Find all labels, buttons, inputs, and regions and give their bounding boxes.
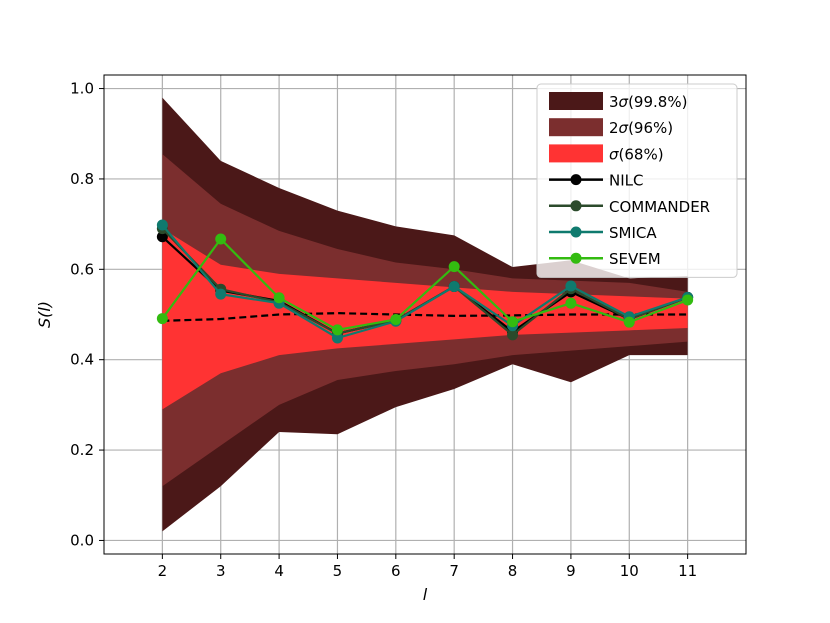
legend-item: 2σ(96%): [549, 118, 673, 137]
x-tick-label: 7: [449, 562, 459, 580]
ticks: 2 3 4 5 6 7 8 9 10 11 0.0 0.2 0.4 0.6 0.8 1.0: [70, 80, 697, 580]
y-tick-label: 0.0: [70, 531, 94, 549]
data-point: [331, 332, 343, 344]
plot-frame: [103, 74, 747, 555]
data-point: [507, 316, 519, 328]
legend-item: 3σ(99.8%): [549, 92, 687, 111]
legend-marker: [570, 226, 582, 238]
data-point: [390, 313, 402, 325]
x-axis-label: l: [423, 585, 428, 604]
data-point: [682, 294, 694, 306]
x-tick-label: 6: [391, 562, 401, 580]
x-tick-label: 9: [566, 562, 576, 580]
legend-marker: [570, 174, 582, 186]
y-tick-label: 0.8: [70, 170, 94, 188]
x-tick-label: 4: [274, 562, 284, 580]
data-point: [448, 280, 460, 292]
data-point: [565, 280, 577, 292]
x-tick-label: 8: [508, 562, 518, 580]
legend-label: SEVEM: [609, 250, 661, 268]
legend-label: 3σ(99.8%): [609, 93, 687, 111]
legend-label: NILC: [609, 172, 643, 190]
legend-label: COMMANDER: [609, 198, 710, 216]
data-point: [156, 219, 168, 231]
legend-label: SMICA: [609, 224, 657, 242]
legend-item: NILC: [549, 172, 643, 190]
data-point: [507, 329, 519, 341]
legend-item: σ(68%): [549, 144, 664, 163]
series-line: [161, 237, 689, 332]
legend-item: SEVEM: [549, 250, 661, 268]
data-point: [331, 324, 343, 336]
data-point: [156, 313, 168, 325]
series-layer: [156, 219, 694, 344]
legend-label: σ(68%): [609, 145, 664, 163]
x-tick-label: 2: [158, 562, 168, 580]
legend-marker: [570, 252, 582, 264]
data-point: [623, 316, 635, 328]
legend-item: SMICA: [549, 224, 657, 242]
x-tick-label: 10: [620, 562, 639, 580]
x-tick-label: 11: [678, 562, 697, 580]
x-tick-label: 3: [216, 562, 226, 580]
legend-swatch: [549, 92, 603, 110]
data-point: [448, 261, 460, 273]
x-tick-label: 5: [333, 562, 343, 580]
confidence-bands: [162, 97, 688, 532]
y-axis-label: S(l): [35, 301, 54, 328]
y-tick-label: 0.2: [70, 441, 94, 459]
y-tick-label: 1.0: [70, 80, 94, 98]
data-point: [215, 288, 227, 300]
legend-item: COMMANDER: [549, 198, 710, 216]
band-σ(68%): [162, 228, 688, 410]
y-tick-label: 0.4: [70, 351, 94, 369]
data-point: [273, 292, 285, 304]
legend-swatch: [549, 118, 603, 137]
legend-label: 2σ(96%): [609, 119, 673, 137]
data-point: [565, 297, 577, 309]
legend-marker: [570, 200, 582, 212]
series-sevem: [156, 233, 694, 336]
y-tick-label: 0.6: [70, 260, 94, 278]
legend: 3σ(99.8%) 2σ(96%) σ(68%) NILC COMMANDER SMICA…: [536, 83, 738, 278]
data-point: [215, 233, 227, 245]
legend-swatch: [549, 144, 603, 163]
data-point: [156, 231, 168, 243]
series-line: [161, 224, 688, 340]
